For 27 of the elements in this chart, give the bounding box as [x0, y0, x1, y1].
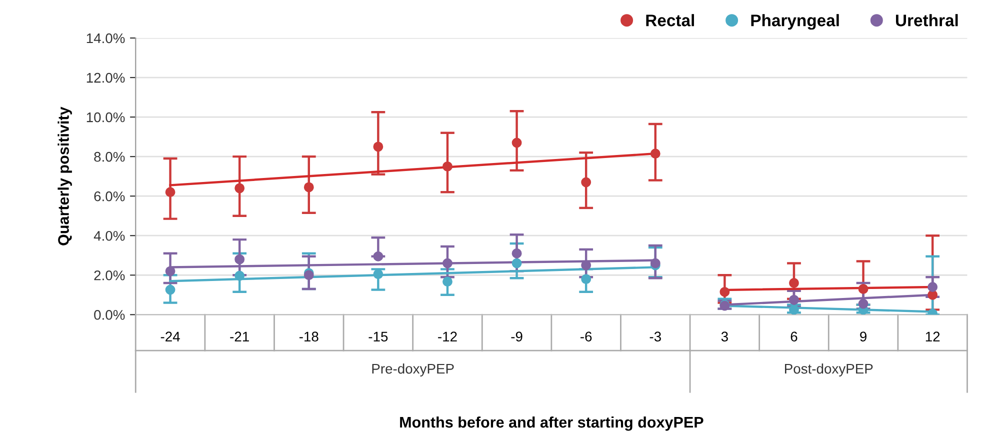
- legend-label: Pharyngeal: [751, 14, 839, 30]
- x-tick-label: 6: [790, 332, 798, 342]
- x-axis-title: Months before and after starting doxyPEP: [400, 416, 704, 431]
- x-tick-label: -6: [580, 332, 592, 342]
- x-tick-label: -18: [299, 332, 318, 342]
- x-tick-label: 3: [721, 332, 728, 342]
- legend-label: Urethral: [896, 14, 958, 26]
- x-tick-label: 9: [860, 332, 866, 342]
- legend-label: Rectal: [646, 14, 694, 26]
- y-tick-label: 10.0%: [86, 112, 125, 122]
- x-tick-label: -12: [438, 332, 457, 342]
- x-tick-label: -9: [511, 332, 522, 342]
- x-tick-label: 12: [926, 332, 940, 342]
- text: Post-doxyPEP: [784, 363, 873, 376]
- x-tick-label: -15: [368, 332, 388, 342]
- x-tick-label: -21: [230, 332, 249, 342]
- y-tick-label: 0.0%: [94, 310, 125, 320]
- y-tick-label: 14.0%: [86, 33, 125, 44]
- y-tick-label: 4.0%: [94, 230, 125, 241]
- y-tick-label: 2.0%: [94, 270, 125, 280]
- text: Pre-doxyPEP: [372, 363, 454, 376]
- y-tick-label: 8.0%: [94, 152, 125, 162]
- x-tick-label: -3: [650, 332, 661, 342]
- y-tick-label: 6.0%: [94, 191, 125, 202]
- x-tick-label: -24: [160, 332, 180, 342]
- y-axis-title: Quarterly positivity: [58, 106, 72, 246]
- y-tick-label: 12.0%: [86, 72, 125, 83]
